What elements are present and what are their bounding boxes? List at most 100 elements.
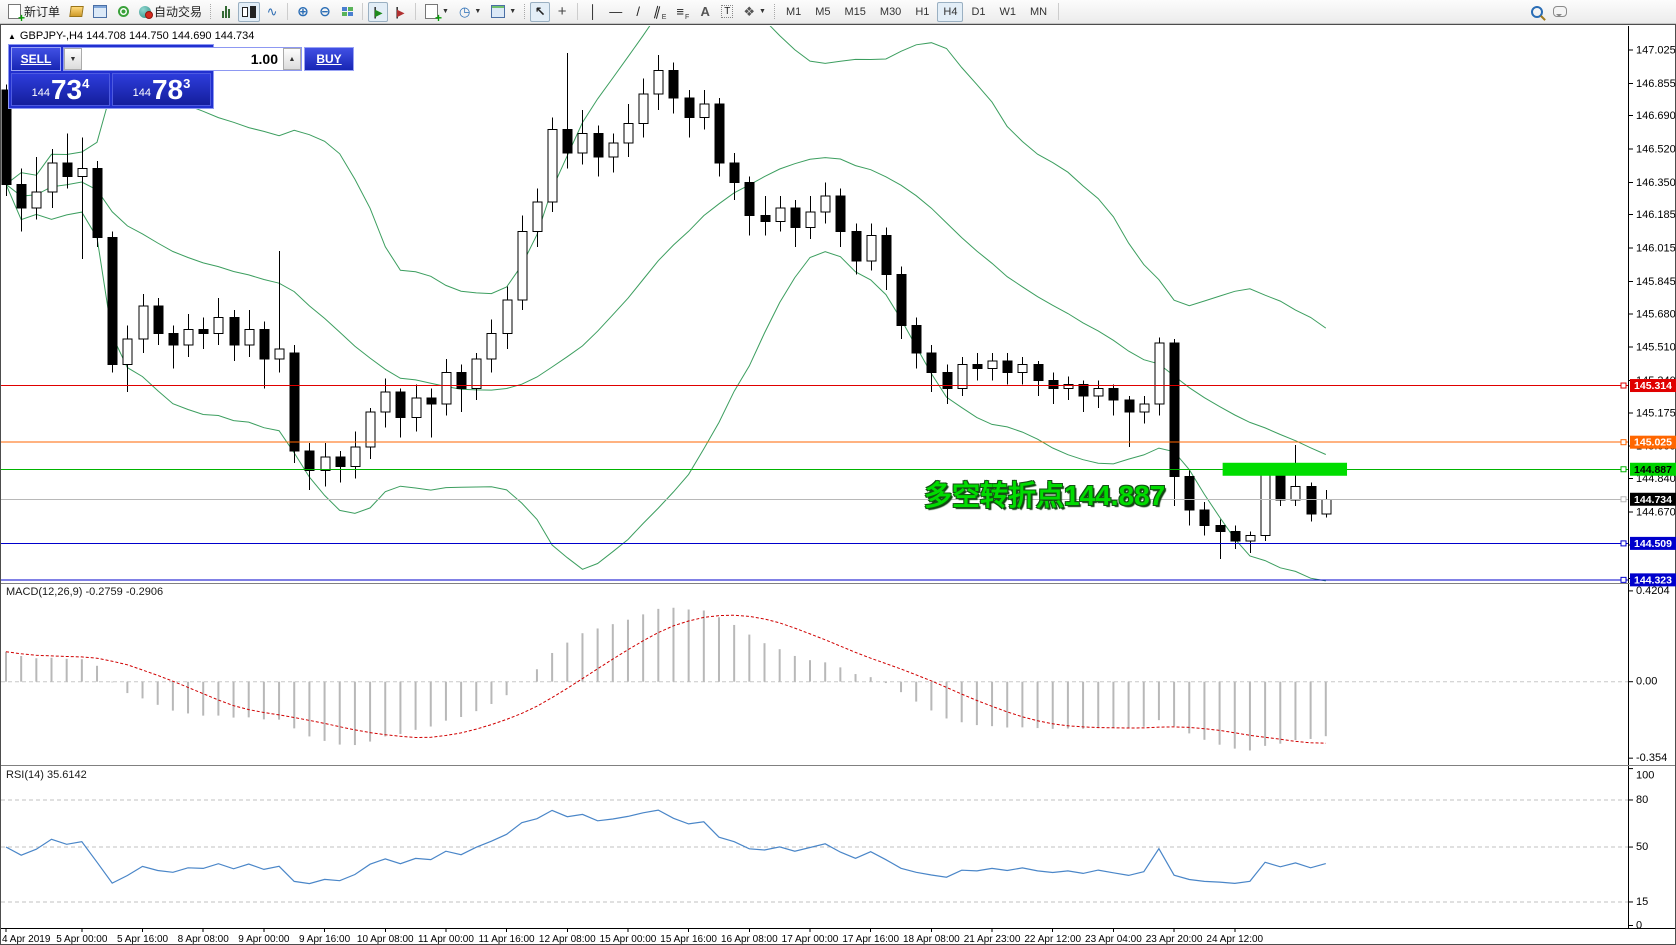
candle-down	[760, 215, 771, 223]
volume-decrease-button[interactable]: ▼	[64, 48, 82, 70]
line-chart-button[interactable]: ∿	[262, 2, 282, 22]
bollinger-middle-band	[5, 157, 1327, 455]
main-toolbar: 新订单 自动交易 ∿ ⊕ ⊖ |▶ |▶ ▼ ◷▼ ▼ ↖ + │ — / ∥E…	[0, 0, 1676, 24]
crosshair-icon: +	[557, 3, 567, 20]
chat-icon	[1553, 6, 1567, 17]
zoom-in-button[interactable]: ⊕	[293, 2, 313, 22]
svg-text:4 Apr 2019: 4 Apr 2019	[2, 934, 51, 945]
candle-down	[714, 103, 725, 164]
text-button[interactable]: A	[695, 2, 715, 22]
chart-profiles-button[interactable]	[66, 2, 87, 22]
volume-input[interactable]	[82, 48, 283, 70]
candle-up	[699, 103, 710, 119]
zoom-in-icon: ⊕	[297, 3, 309, 19]
svg-text:146.015: 146.015	[1636, 243, 1676, 255]
candle-down	[229, 317, 240, 346]
svg-text:144.840: 144.840	[1636, 473, 1676, 485]
equidistant-channel-button[interactable]: ∥ E	[652, 3, 667, 21]
candle-up	[31, 191, 42, 209]
volume-stepper: ▼ ▲	[63, 47, 302, 71]
timeframe-d1-button[interactable]: D1	[971, 5, 986, 18]
text-label-button[interactable]: T	[717, 2, 737, 22]
timeframe-h4-button[interactable]: H4	[937, 1, 964, 22]
candle-down	[1108, 387, 1119, 401]
candle-up	[1260, 474, 1271, 536]
sell-button[interactable]: SELL	[11, 47, 61, 71]
chat-button[interactable]	[1549, 2, 1571, 22]
svg-text:-0.354: -0.354	[1636, 752, 1667, 764]
buy-price-box[interactable]: 144 78 3	[112, 73, 211, 106]
svg-text:15: 15	[1636, 896, 1648, 908]
sell-price-big: 73	[50, 74, 83, 105]
horizontal-line-button[interactable]: —	[605, 2, 626, 22]
timeframe-h1-button[interactable]: H1	[915, 5, 930, 18]
svg-text:144.509: 144.509	[1634, 538, 1672, 550]
svg-text:17 Apr 00:00: 17 Apr 00:00	[782, 934, 839, 945]
svg-text:144.887: 144.887	[1634, 464, 1672, 476]
candle-down	[16, 183, 27, 209]
price-tag: 145.314	[1620, 379, 1676, 393]
crosshair-button[interactable]: +	[552, 2, 572, 22]
toolbar-separator	[362, 3, 364, 20]
candle-up	[987, 360, 998, 370]
new-chart-button[interactable]: ▼	[421, 2, 453, 23]
new-order-button[interactable]: 新订单	[4, 2, 64, 23]
zoom-out-button[interactable]: ⊖	[315, 2, 335, 22]
line-chart-icon: ∿	[266, 3, 278, 19]
symbol-ohlc-text: GBPJPY-,H4 144.708 144.750 144.690 144.7…	[19, 30, 255, 42]
timeframe-m30-button[interactable]: M30	[879, 5, 902, 18]
horizontal-line-icon: —	[609, 4, 623, 19]
candle-down	[62, 162, 73, 177]
vertical-line-button[interactable]: │	[583, 2, 603, 22]
search-button[interactable]	[1527, 2, 1547, 22]
tile-windows-button[interactable]	[337, 2, 357, 22]
candlestick-chart-button[interactable]	[238, 1, 261, 22]
timeframe-m1-button[interactable]: M1	[785, 5, 802, 18]
market-watch-button[interactable]	[89, 2, 111, 22]
candle-down	[1184, 476, 1195, 511]
signals-button[interactable]	[113, 2, 133, 22]
svg-text:146.855: 146.855	[1636, 78, 1676, 90]
candle-up	[486, 332, 497, 360]
cursor-button[interactable]: ↖	[530, 1, 551, 22]
candle-up	[1154, 342, 1165, 405]
periods-button[interactable]: ◷ ▼	[455, 2, 485, 22]
svg-text:0: 0	[1636, 920, 1642, 932]
chart-shift-button[interactable]: |▶	[390, 2, 410, 22]
svg-text:145.510: 145.510	[1636, 342, 1676, 354]
svg-text:146.185: 146.185	[1636, 209, 1676, 221]
toolbar-separator	[577, 3, 579, 20]
candle-up	[820, 195, 831, 213]
candle-up	[502, 299, 513, 334]
candle-up	[380, 391, 391, 413]
price-tag: 144.509	[1620, 536, 1676, 550]
candle-up	[77, 168, 88, 177]
fibonacci-button[interactable]: ≡ F	[676, 4, 690, 21]
sell-price-box[interactable]: 144 73 4	[11, 73, 110, 106]
trendline-button[interactable]: /	[628, 2, 648, 22]
volume-increase-button[interactable]: ▲	[283, 48, 301, 70]
bar-chart-button[interactable]	[216, 2, 236, 22]
timeframe-m15-button[interactable]: M15	[844, 5, 866, 18]
search-icon	[1531, 5, 1543, 18]
candle-down	[92, 168, 103, 238]
new-order-label: 新订单	[24, 5, 61, 19]
candle-up	[1245, 534, 1256, 542]
indicators-button[interactable]: ▼	[487, 2, 520, 22]
text-icon: A	[700, 4, 710, 19]
buy-button[interactable]: BUY	[304, 47, 354, 71]
svg-text:8 Apr 08:00: 8 Apr 08:00	[178, 934, 230, 945]
candle-down	[593, 132, 604, 158]
svg-text:145.680: 145.680	[1636, 308, 1676, 320]
timeframe-mn-button[interactable]: MN	[1030, 5, 1048, 18]
candle-down	[1048, 379, 1059, 389]
timeframe-w1-button[interactable]: W1	[999, 5, 1017, 18]
triangle-up-icon: ▲	[8, 32, 16, 41]
arrows-button[interactable]: ❖ ▼	[739, 2, 770, 22]
auto-trading-button[interactable]: 自动交易	[135, 2, 206, 22]
price-tag: 144.734	[1620, 492, 1676, 506]
auto-scroll-button[interactable]: |▶	[368, 1, 389, 22]
timeframe-m5-button[interactable]: M5	[815, 5, 831, 18]
svg-text:17 Apr 16:00: 17 Apr 16:00	[842, 934, 899, 945]
